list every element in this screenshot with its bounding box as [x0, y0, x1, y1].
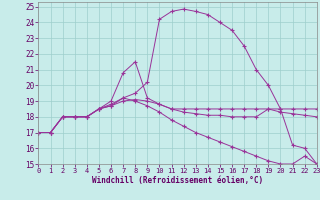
X-axis label: Windchill (Refroidissement éolien,°C): Windchill (Refroidissement éolien,°C) [92, 176, 263, 185]
